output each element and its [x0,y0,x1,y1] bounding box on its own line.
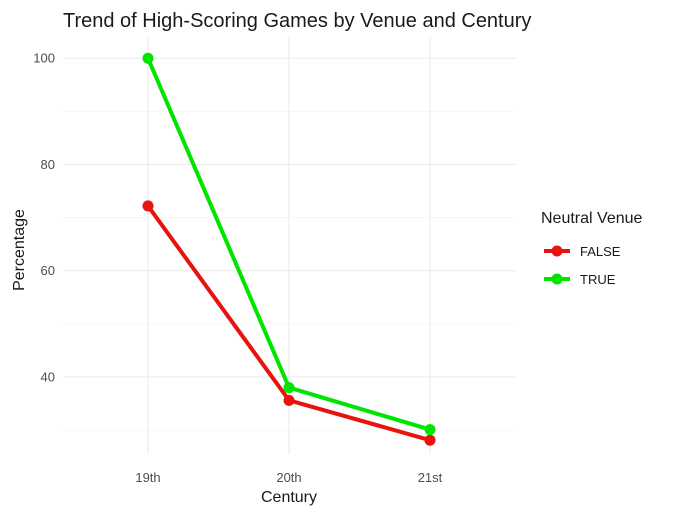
series-layer [142,52,436,446]
x-axis-title: Century [261,489,317,506]
chart-title: Trend of High-Scoring Games by Venue and… [63,10,531,32]
legend-title: Neutral Venue [541,210,643,227]
data-point-false [283,394,295,406]
legend-key-point [551,273,563,285]
data-point-true [283,382,295,394]
y-tick-label: 40 [41,369,55,384]
x-tick-label: 21st [418,470,443,485]
data-point-true [424,424,436,436]
y-axis-title: Percentage [11,209,28,291]
data-point-true [142,52,154,64]
y-tick-label: 60 [41,263,55,278]
legend-label: FALSE [580,244,621,259]
y-tick-label: 80 [41,157,55,172]
legend-key-point [551,245,563,257]
legend-items: FALSE TRUE [544,244,621,287]
y-tick-label: 100 [33,51,55,66]
y-axis-ticks: 40 60 80 100 [33,51,55,385]
data-point-false [142,200,154,212]
legend-label: TRUE [580,272,616,287]
x-tick-label: 19th [135,470,160,485]
legend: Neutral Venue FALSE TRUE [541,210,643,287]
x-tick-label: 20th [276,470,301,485]
data-point-false [424,434,436,446]
x-axis-ticks: 19th 20th 21st [135,470,442,485]
